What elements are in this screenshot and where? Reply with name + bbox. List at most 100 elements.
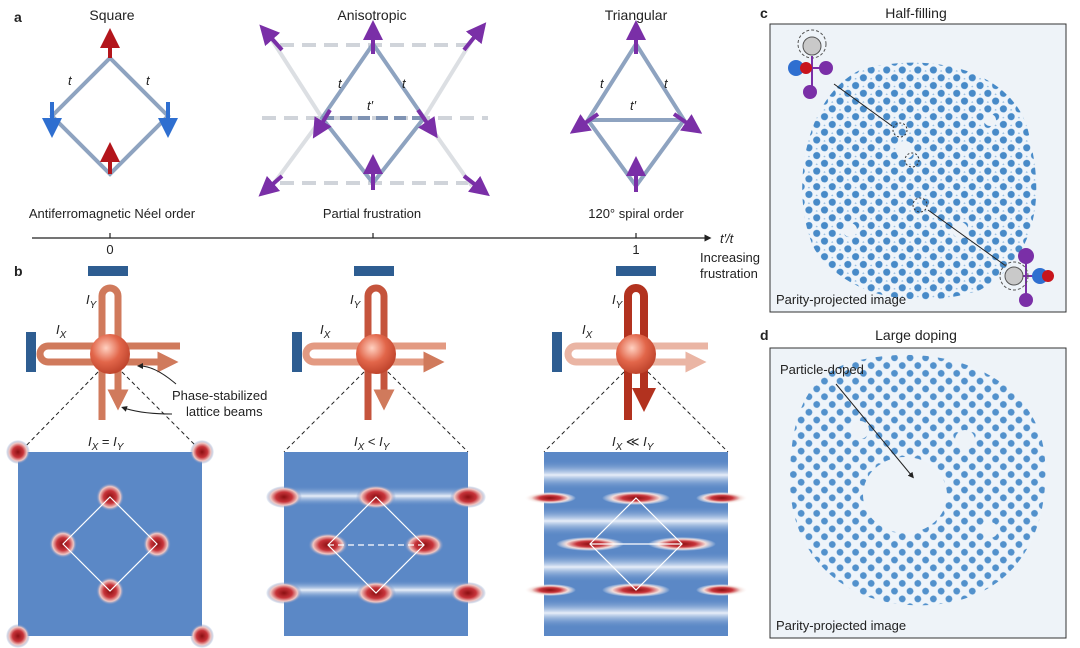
square-title: Square — [89, 7, 134, 23]
beam-setup-3: IY IX IX ≪ IY — [543, 266, 729, 453]
defect-markers-c — [892, 122, 928, 213]
axis-note-1: Increasing — [700, 250, 760, 265]
zoom-line-right-2 — [387, 371, 469, 453]
site-2g — [266, 582, 302, 604]
zoom-line-right-3 — [647, 371, 729, 453]
triangular-title: Triangular — [605, 7, 668, 23]
site-3f — [696, 492, 748, 504]
defect-3 — [912, 197, 928, 213]
beam-label-y-2: IY — [350, 292, 362, 311]
zoom-line-right-1 — [121, 371, 203, 453]
callout-line-bottom — [927, 209, 1007, 267]
zoom-line-left-3 — [543, 371, 625, 453]
band-3d — [544, 598, 728, 628]
beam-setup-2: IY IX IX < IY — [283, 266, 469, 453]
hop-tprime-aniso: t′ — [367, 98, 374, 113]
vacancy-icon — [802, 36, 822, 56]
annotation-phase: Phase-stabilized — [172, 388, 267, 403]
particle-doped-arrow — [835, 383, 914, 479]
site-3g — [524, 584, 576, 596]
chiral-arrow-br — [462, 174, 490, 197]
site-2f — [450, 486, 486, 508]
hop-t-left: t — [68, 73, 73, 88]
site-2e — [266, 486, 302, 508]
doped-core — [863, 457, 947, 533]
band-3b — [544, 506, 728, 536]
site-3h — [696, 584, 748, 596]
chiral-arrow-right — [416, 108, 438, 139]
axis-label: t′/t — [720, 231, 735, 246]
beam-label-y-3: IY — [612, 292, 624, 311]
tick-label-1: 1 — [632, 242, 639, 257]
hop-t-right-tri: t — [664, 76, 669, 91]
potential-bg-1 — [18, 452, 202, 636]
beam-label-x-3: IX — [582, 322, 593, 341]
panel-c-title: Half-filling — [885, 5, 946, 21]
mirror-x-1 — [26, 332, 36, 372]
chiral-arrow-bl — [258, 174, 284, 197]
annotation-arrow-2 — [121, 406, 173, 415]
panel-a-letter: a — [14, 9, 22, 25]
atom-cloud-image-d — [790, 354, 1046, 606]
relation-3: IX ≪ IY — [612, 434, 655, 453]
site-2h — [450, 582, 486, 604]
hop-tprime-tri: t′ — [630, 98, 637, 113]
anisotropic-lattice: Anisotropic t t t′ Partial frustration — [258, 7, 490, 221]
mirror-y-2 — [354, 266, 394, 276]
potential-map-1 — [6, 440, 214, 648]
anisotropic-bonds — [319, 40, 427, 187]
defect-2 — [904, 152, 920, 168]
axis-note-2: frustration — [700, 266, 758, 281]
panel-d-letter: d — [760, 327, 769, 343]
beam-setup-1: IY IX Phase-stabilized lattice beams IX … — [19, 266, 267, 453]
chiral-arrow-left — [312, 108, 332, 139]
site-1f — [190, 440, 214, 464]
annotation-beams: lattice beams — [186, 404, 263, 419]
triangular-bonds — [585, 40, 687, 190]
panel-d-title: Large doping — [875, 327, 957, 343]
spin-purple-icon — [819, 61, 833, 75]
faint-bond-1 — [270, 38, 324, 120]
mirror-y-1 — [88, 266, 128, 276]
panel-d-caption: Parity-projected image — [776, 618, 906, 633]
relation-2: IX < IY — [354, 434, 391, 453]
panel-d: d Large doping Particle-doped Parity-pro… — [760, 327, 1067, 639]
anisotropic-title: Anisotropic — [337, 7, 406, 23]
hop-t-right: t — [146, 73, 151, 88]
atom-cloud-2 — [356, 334, 396, 374]
beam-x-1 — [36, 342, 180, 373]
band-3c — [544, 552, 728, 582]
atom-cloud-1 — [90, 334, 130, 374]
beam-label-x-2: IX — [320, 322, 331, 341]
site-3e — [524, 492, 576, 504]
beam-label-y-1: IY — [86, 292, 98, 311]
tick-label-0: 0 — [106, 242, 113, 257]
mirror-y-3 — [616, 266, 656, 276]
vacancy-icon-2 — [1004, 266, 1024, 286]
panel-b: b IY IX Phase-stabilized lattice beams I… — [6, 263, 748, 648]
faint-bond-3 — [422, 38, 474, 120]
potential-map-2 — [266, 452, 486, 636]
unit-cell-1 — [62, 496, 158, 592]
site-1h — [190, 624, 214, 648]
mirror-x-2 — [292, 332, 302, 372]
relation-1: IX = IY — [88, 434, 125, 453]
beam-y-3 — [624, 284, 656, 420]
particle-doped-label: Particle-doped — [780, 362, 864, 377]
inset-bottom-right — [999, 248, 1054, 307]
annotation-arrow-1 — [137, 363, 177, 385]
triangular-lattice: Triangular t t t′ 120° spiral order — [569, 7, 703, 221]
callout-line-top — [833, 83, 893, 127]
panel-b-letter: b — [14, 263, 23, 279]
site-1e — [6, 440, 30, 464]
mirror-x-3 — [552, 332, 562, 372]
beam-label-x-1: IX — [56, 322, 67, 341]
hop-t-left-tri: t — [600, 76, 605, 91]
frustration-axis: 0 1 t′/t Increasing frustration — [32, 231, 760, 281]
potential-map-3 — [524, 452, 748, 636]
beam-x-2 — [302, 342, 446, 373]
chiral-arrow-tl — [259, 24, 284, 52]
panel-a: a Square t t Antiferromagnetic Néel orde… — [14, 7, 760, 281]
panel-c-caption: Parity-projected image — [776, 292, 906, 307]
chiral-arrow-tri-right — [672, 112, 703, 134]
